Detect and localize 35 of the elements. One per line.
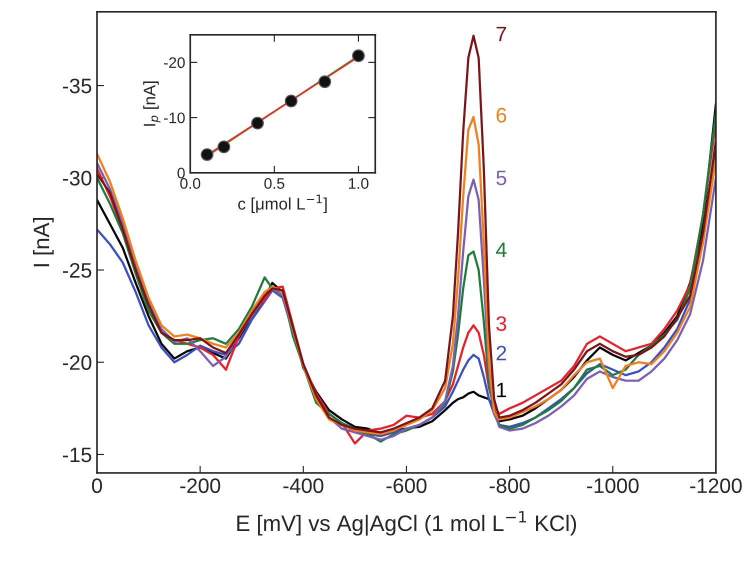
x-tick-label: 0.5 <box>264 178 284 189</box>
x-tick-label: -1200 <box>690 478 742 494</box>
series-label: 7 <box>496 26 506 42</box>
point <box>284 94 298 108</box>
y-axis-title: I$_{p}$ [nA] <box>143 82 160 126</box>
point <box>200 148 214 161</box>
y-axis-title: I [nA] <box>32 218 54 266</box>
x-tick-label: 0.0 <box>180 178 200 189</box>
x-tick-label: 0 <box>92 478 102 494</box>
x-axis-title: c [μmol L$^{−1}$] <box>238 194 327 214</box>
y-tick-label: -15 <box>62 448 92 462</box>
series-label: 1 <box>497 382 506 398</box>
point <box>251 116 264 130</box>
x-tick-label: 1.0 <box>348 178 368 189</box>
point <box>218 140 230 154</box>
x-tick-label: -800 <box>490 478 530 494</box>
series-label: 6 <box>496 108 506 123</box>
y-tick-label: -30 <box>62 170 92 186</box>
x-tick-label: -200 <box>180 478 220 494</box>
y-tick-label: 0 <box>177 168 185 178</box>
y-tick-label: -25 <box>62 263 92 278</box>
y-tick-label: -10 <box>164 112 185 124</box>
point <box>318 75 332 88</box>
x-tick-label: -1000 <box>587 478 639 494</box>
series-label: 3 <box>496 316 506 331</box>
y-tick-label: -20 <box>62 355 92 370</box>
y-tick-label: -35 <box>62 78 92 94</box>
x-tick-label: -600 <box>386 478 426 494</box>
x-axis-title: E [mV] vs Ag|AgCl (1 mol L$^{−1}$ KCl) <box>237 511 576 536</box>
point <box>352 49 365 62</box>
series-label: 2 <box>496 346 506 360</box>
y-tick-label: -20 <box>164 57 185 68</box>
series-label: 5 <box>496 170 506 186</box>
series-label: 4 <box>496 242 507 257</box>
x-tick-label: -400 <box>283 478 324 494</box>
